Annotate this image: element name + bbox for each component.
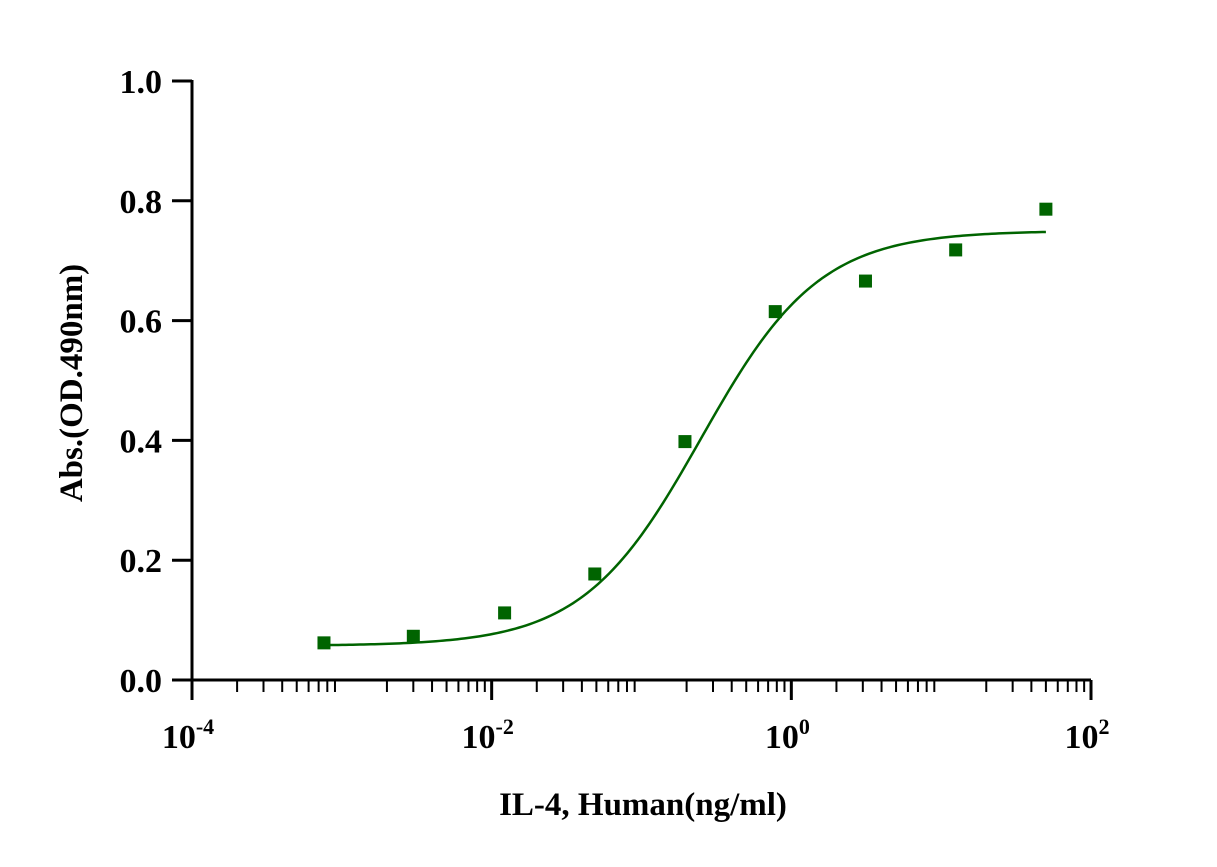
data-point — [768, 305, 782, 319]
y-tick-label: 0.6 — [120, 304, 163, 341]
data-points — [317, 202, 1053, 650]
fit-curve — [323, 230, 1046, 647]
y-tick-label: 0.8 — [120, 184, 163, 221]
data-point — [1039, 202, 1053, 216]
data-point — [588, 567, 602, 581]
x-axis-label: IL-4, Human(ng/ml) — [499, 787, 787, 823]
data-point — [949, 243, 963, 257]
axes — [190, 80, 1091, 682]
data-point — [858, 274, 872, 288]
y-axis-label: Abs.(OD.490nm) — [54, 264, 90, 502]
fit-curve-layer — [323, 230, 1046, 647]
data-point — [406, 629, 420, 643]
x-tick-label: 102 — [1065, 714, 1110, 756]
x-tick-label: 10-4 — [162, 714, 214, 756]
data-point — [498, 606, 512, 620]
y-tick-label: 0.4 — [120, 423, 163, 460]
ticks: 0.0 0.2 0.4 0.6 0.8 1.0 10-4 10-2 100 102 — [120, 64, 1110, 756]
y-tick-label: 0.0 — [120, 663, 163, 700]
y-tick-label: 1.0 — [120, 64, 163, 101]
y-tick-label: 0.2 — [120, 543, 163, 580]
x-tick-label: 100 — [765, 714, 810, 756]
data-point — [678, 435, 692, 449]
data-point — [317, 636, 331, 650]
x-tick-label: 10-2 — [462, 714, 514, 756]
